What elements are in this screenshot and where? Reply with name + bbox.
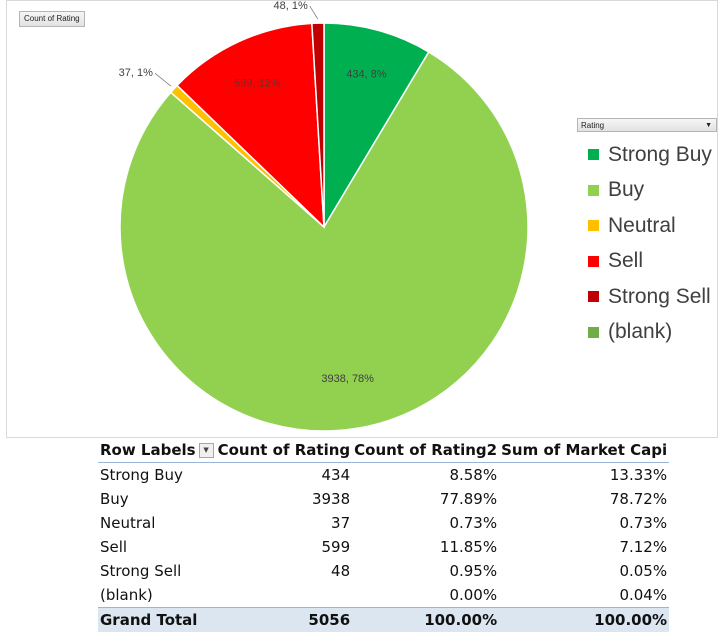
pivot-table: Row Labels▼ Count of Rating Count of Rat… xyxy=(98,438,669,632)
legend-label: Strong Sell xyxy=(608,285,711,309)
table-cell: 0.00% xyxy=(352,583,499,608)
table-cell: 11.85% xyxy=(352,535,499,559)
filter-dropdown-icon[interactable]: ▼ xyxy=(199,443,214,458)
legend-entry[interactable]: Buy xyxy=(588,173,712,209)
table-cell: 13.33% xyxy=(499,463,669,488)
dropdown-arrow-icon: ▼ xyxy=(705,119,712,133)
legend-label: Strong Buy xyxy=(608,143,712,167)
table-cell: 0.04% xyxy=(499,583,669,608)
table-cell: 37 xyxy=(216,511,353,535)
table-cell: 100.00% xyxy=(499,608,669,632)
pivot-header-row: Row Labels▼ Count of Rating Count of Rat… xyxy=(98,438,669,463)
data-label: 599, 12% xyxy=(234,77,281,89)
table-cell: 599 xyxy=(216,535,353,559)
legend-label: Buy xyxy=(608,178,644,202)
table-cell: 100.00% xyxy=(352,608,499,632)
leader-line xyxy=(310,6,318,19)
header-row-labels-text: Row Labels xyxy=(100,441,196,459)
legend-swatch xyxy=(588,256,599,267)
table-cell: Strong Buy xyxy=(98,463,216,488)
table-cell: 0.73% xyxy=(499,511,669,535)
header-count-of-rating2: Count of Rating2 xyxy=(352,438,499,463)
legend-swatch xyxy=(588,185,599,196)
legend-swatch xyxy=(588,149,599,160)
legend-label: Neutral xyxy=(608,214,676,238)
table-cell: 48 xyxy=(216,559,353,583)
table-cell: 78.72% xyxy=(499,487,669,511)
legend-swatch xyxy=(588,327,599,338)
data-label: 48, 1% xyxy=(274,1,308,12)
legend-label: (blank) xyxy=(608,320,672,344)
table-cell: Sell xyxy=(98,535,216,559)
legend-entry[interactable]: Neutral xyxy=(588,208,712,244)
table-cell: Strong Sell xyxy=(98,559,216,583)
leader-line xyxy=(155,73,171,86)
table-cell: 3938 xyxy=(216,487,353,511)
legend-field-label: Rating xyxy=(581,121,604,130)
legend-entry[interactable]: Strong Buy xyxy=(588,137,712,173)
table-cell: 8.58% xyxy=(352,463,499,488)
header-row-labels[interactable]: Row Labels▼ xyxy=(98,438,216,463)
table-cell: Buy xyxy=(98,487,216,511)
data-label: 434, 8% xyxy=(346,69,387,81)
table-cell: Neutral xyxy=(98,511,216,535)
legend-label: Sell xyxy=(608,249,643,273)
legend-entry[interactable]: Sell xyxy=(588,244,712,280)
chart-area[interactable]: Count of Rating 434, 8%3938, 78%37, 1%59… xyxy=(6,0,718,438)
table-cell: Grand Total xyxy=(98,608,216,632)
legend-swatch xyxy=(588,291,599,302)
table-cell: 77.89% xyxy=(352,487,499,511)
table-cell xyxy=(216,583,353,608)
data-label: 37, 1% xyxy=(119,67,153,79)
table-cell: 434 xyxy=(216,463,353,488)
header-count-of-rating: Count of Rating xyxy=(216,438,353,463)
legend-entry[interactable]: (blank) xyxy=(588,315,712,351)
table-cell: 7.12% xyxy=(499,535,669,559)
legend-swatch xyxy=(588,220,599,231)
table-cell: 5056 xyxy=(216,608,353,632)
table-cell: 0.95% xyxy=(352,559,499,583)
legend-entry[interactable]: Strong Sell xyxy=(588,279,712,315)
table-cell: 0.05% xyxy=(499,559,669,583)
legend: Strong Buy Buy Neutral Sell Strong Sell (blan… xyxy=(588,137,712,350)
table-cell: 0.73% xyxy=(352,511,499,535)
data-label: 3938, 78% xyxy=(321,373,374,385)
header-sum-of-market-cap: Sum of Market Capi xyxy=(499,438,669,463)
table-row: (blank) 0.00%0.04% xyxy=(98,583,669,608)
table-cell: (blank) xyxy=(98,583,216,608)
legend-field-button[interactable]: Rating ▼ xyxy=(577,118,717,132)
